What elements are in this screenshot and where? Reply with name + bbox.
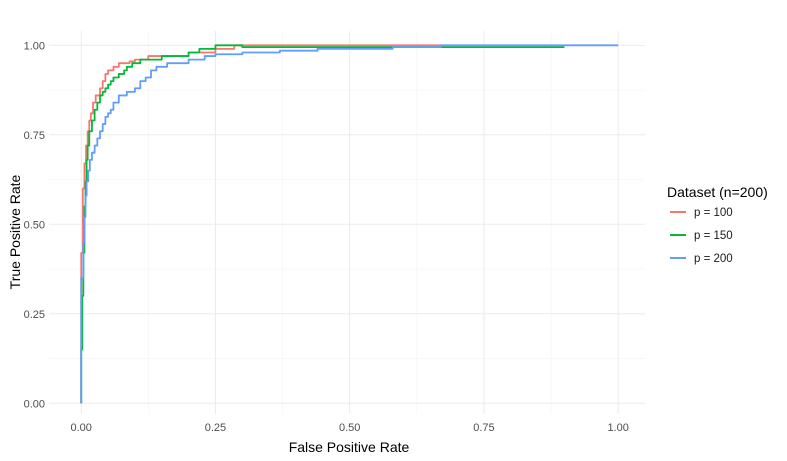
y-tick-label: 0.50 <box>24 219 45 231</box>
legend-label-1: p = 100 <box>694 207 733 219</box>
y-tick-label: 0.25 <box>24 309 45 321</box>
x-tick-label: 0.25 <box>205 422 226 434</box>
x-tick-label: 1.00 <box>607 422 628 434</box>
x-tick-label: 0.00 <box>71 422 92 434</box>
legend: Dataset (n=200) p = 100 p = 150 p = 200 <box>667 184 768 265</box>
x-tick-label: 0.75 <box>473 422 494 434</box>
x-axis-title: False Positive Rate <box>289 439 410 455</box>
y-tick-label: 0.75 <box>24 130 45 142</box>
y-axis-title: True Positive Rate <box>7 174 23 289</box>
grid-minor-lines <box>49 31 645 414</box>
x-axis-ticks: 0.00 0.25 0.50 0.75 1.00 <box>71 422 629 434</box>
roc-line-2 <box>80 44 565 404</box>
legend-title: Dataset (n=200) <box>667 184 768 200</box>
legend-label-2: p = 150 <box>694 230 733 242</box>
y-tick-label: 0.00 <box>24 398 45 410</box>
x-tick-label: 0.50 <box>339 422 360 434</box>
roc-curves <box>80 44 619 404</box>
y-tick-label: 1.00 <box>24 40 45 52</box>
legend-label-3: p = 200 <box>694 253 733 265</box>
roc-line-3 <box>80 44 619 404</box>
roc-line-1 <box>80 44 441 404</box>
y-axis-ticks: 0.00 0.25 0.50 0.75 1.00 <box>24 40 45 410</box>
